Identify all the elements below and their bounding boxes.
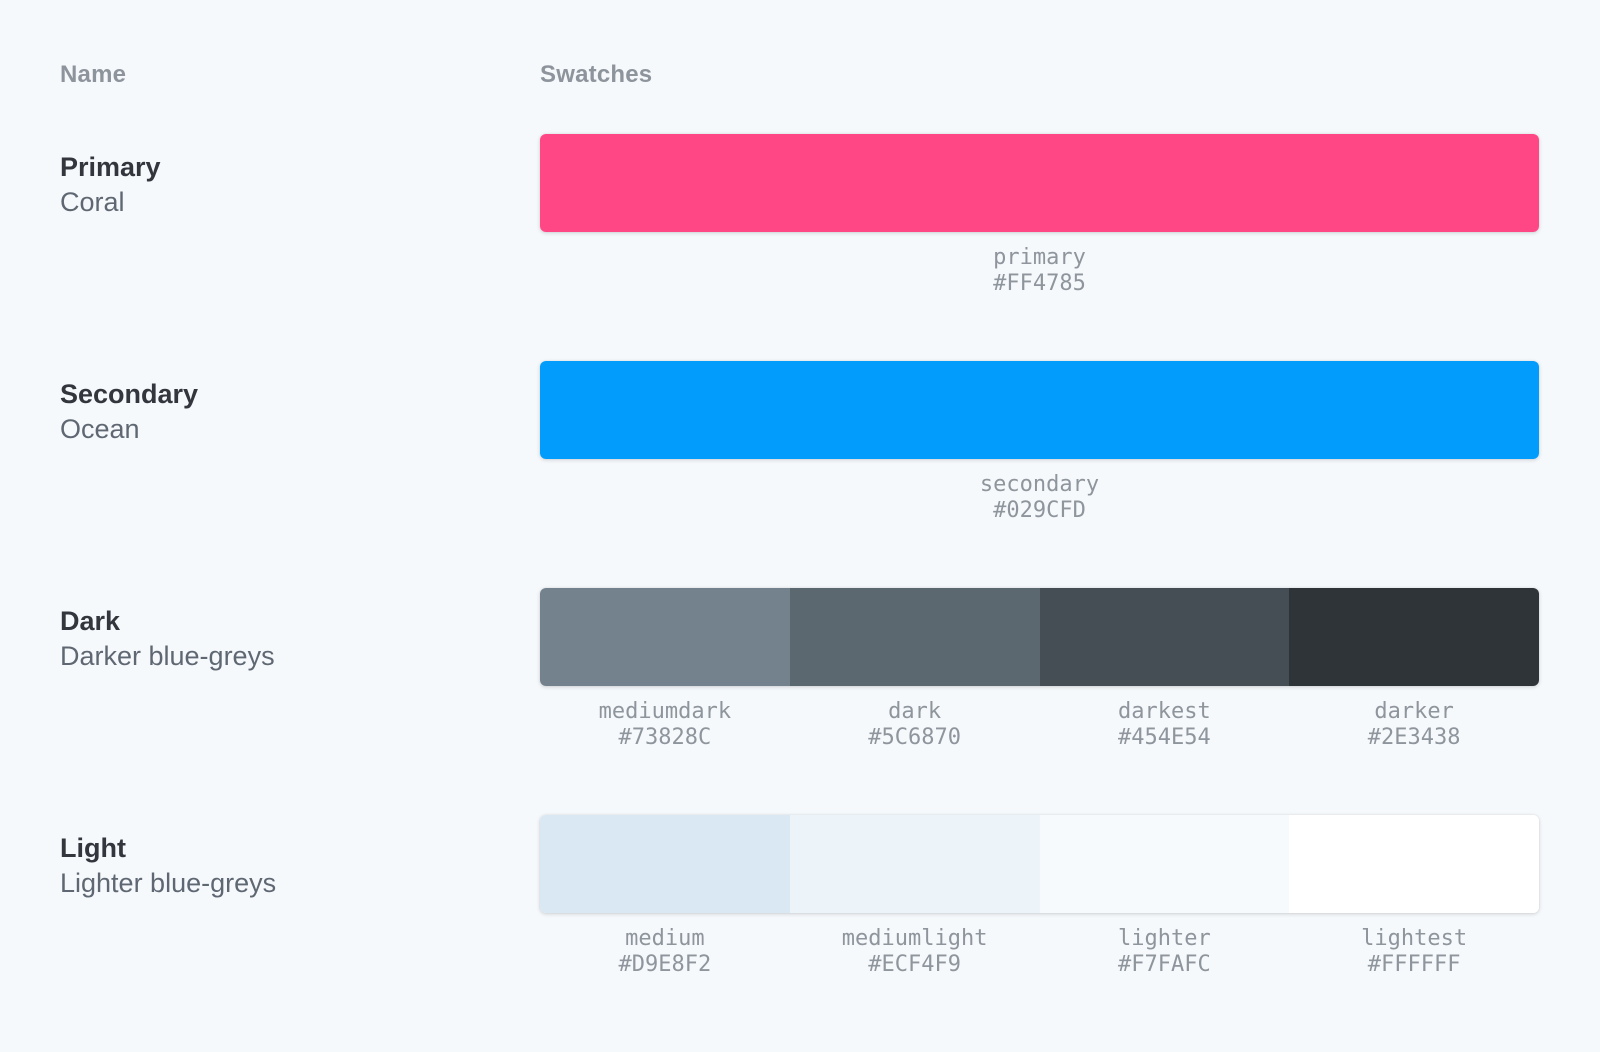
swatch-labels: primary #FF4785 <box>540 245 1539 297</box>
swatch-hex: #D9E8F2 <box>618 952 712 977</box>
color-row-meta: Light Lighter blue-greys <box>60 815 540 978</box>
color-row-subtitle: Ocean <box>60 414 140 444</box>
color-swatch-mediumdark <box>540 588 790 686</box>
color-swatch-lighter <box>1039 815 1290 913</box>
swatch-hex: #F7FAFC <box>1118 952 1211 977</box>
swatch-label-medium: medium #D9E8F2 <box>540 926 790 978</box>
swatch-label-dark: dark #5C6870 <box>790 699 1040 751</box>
color-row-meta: Primary Coral <box>60 134 540 297</box>
color-row-swatches: secondary #029CFD <box>540 361 1539 524</box>
color-row-title: Dark <box>60 606 121 636</box>
color-swatch-secondary <box>540 361 1539 459</box>
header-swatches: Swatches <box>540 61 653 88</box>
color-swatch-primary <box>540 134 1539 232</box>
swatch-hex: #FF4785 <box>993 271 1086 296</box>
swatch-hex: #ECF4F9 <box>868 952 961 977</box>
swatch-label-lighter: lighter #F7FAFC <box>1040 926 1290 978</box>
color-row-subtitle: Coral <box>60 187 125 217</box>
color-row-meta: Dark Darker blue-greys <box>60 588 540 751</box>
color-row-title: Secondary <box>60 379 199 409</box>
swatch-hex: #029CFD <box>993 498 1086 523</box>
swatch-name: darkest <box>1118 699 1211 724</box>
swatch-label-mediumdark: mediumdark #73828C <box>540 699 790 751</box>
swatch-bar <box>540 134 1539 232</box>
color-swatch-lightest <box>1289 815 1539 913</box>
swatch-label-darkest: darkest #454E54 <box>1040 699 1290 751</box>
swatch-name: medium <box>625 926 705 951</box>
swatch-label-lightest: lightest #FFFFFF <box>1289 926 1539 978</box>
swatch-name: mediumdark <box>598 699 732 724</box>
swatch-hex: #FFFFFF <box>1367 952 1461 977</box>
swatch-labels: medium #D9E8F2 mediumlight #ECF4F9 lighter #F… <box>540 926 1539 978</box>
color-swatch-medium <box>540 815 790 913</box>
swatch-name: darker <box>1374 699 1454 724</box>
swatch-labels: mediumdark #73828C dark #5C6870 darkest #454E… <box>540 699 1539 751</box>
color-row: Secondary Ocean secondary #029CFD <box>60 361 1539 524</box>
swatch-name: secondary <box>979 472 1100 497</box>
swatch-label-darker: darker #2E3438 <box>1289 699 1539 751</box>
color-row-swatches: primary #FF4785 <box>540 134 1539 297</box>
swatch-hex: #5C6870 <box>868 725 961 750</box>
swatch-hex: #454E54 <box>1118 725 1211 750</box>
color-row: Dark Darker blue-greys mediumdark #73828C… <box>60 588 1539 751</box>
swatch-label-mediumlight: mediumlight #ECF4F9 <box>790 926 1040 978</box>
color-row-meta: Secondary Ocean <box>60 361 540 524</box>
color-row-title: Primary <box>60 152 161 182</box>
swatch-hex: #2E3438 <box>1367 725 1461 750</box>
color-palette: Name Swatches Primary Coral primary #FF47… <box>60 60 1539 978</box>
swatch-name: lightest <box>1361 926 1468 951</box>
color-row: Light Lighter blue-greys medium #D9E8F2 me… <box>60 815 1539 978</box>
color-swatch-dark <box>789 588 1040 686</box>
color-row-swatches: medium #D9E8F2 mediumlight #ECF4F9 lighter #F… <box>540 815 1539 978</box>
swatch-bar <box>540 588 1539 686</box>
header-name: Name <box>60 61 127 88</box>
color-swatch-mediumlight <box>789 815 1040 913</box>
swatch-name: dark <box>888 699 942 724</box>
swatch-name: lighter <box>1118 926 1211 951</box>
color-row: Primary Coral primary #FF4785 <box>60 134 1539 297</box>
swatch-label-secondary: secondary #029CFD <box>540 472 1539 524</box>
swatch-bar <box>540 815 1539 913</box>
palette-header-row: Name Swatches <box>60 60 1539 90</box>
color-row-subtitle: Darker blue-greys <box>60 641 275 671</box>
color-row-swatches: mediumdark #73828C dark #5C6870 darkest #454E… <box>540 588 1539 751</box>
color-row-title: Light <box>60 833 126 863</box>
color-row-subtitle: Lighter blue-greys <box>60 868 277 898</box>
swatch-bar <box>540 361 1539 459</box>
swatch-name: primary <box>993 245 1086 270</box>
palette-rows: Primary Coral primary #FF4785 Secondary O… <box>60 134 1539 978</box>
color-swatch-darkest <box>1039 588 1290 686</box>
color-swatch-darker <box>1289 588 1539 686</box>
swatch-hex: #73828C <box>618 725 712 750</box>
swatch-name: mediumlight <box>841 926 988 951</box>
swatch-labels: secondary #029CFD <box>540 472 1539 524</box>
swatch-label-primary: primary #FF4785 <box>540 245 1539 297</box>
